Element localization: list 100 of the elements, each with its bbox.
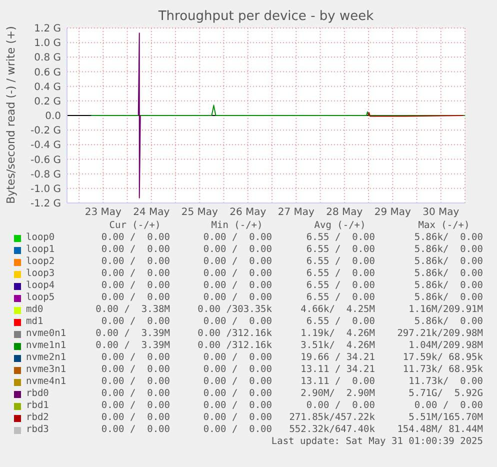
text: 11.73k/ 68.95k bbox=[402, 364, 483, 375]
text: 0.00 / 0.00 bbox=[203, 244, 272, 255]
text: 0.00 / 0.00 bbox=[203, 388, 272, 399]
text: 5.86k/ 0.00 bbox=[414, 244, 483, 255]
x-tick-label: 25 May bbox=[181, 207, 218, 218]
legend-label: nvme1n1 bbox=[26, 340, 66, 351]
y-tick-label: 0.8 G bbox=[34, 52, 61, 64]
text: 0.00 / 0.00 bbox=[203, 412, 272, 423]
text: 271.85k/457.22k bbox=[289, 412, 375, 423]
text: 11.73k/ 0.00 bbox=[408, 376, 483, 387]
text: 13.11 / 0.00 bbox=[300, 376, 375, 387]
text: Cur (-/+) bbox=[108, 220, 162, 231]
y-tick-label: -0.4 G bbox=[30, 140, 61, 152]
text: 0.00 / 0.00 bbox=[203, 280, 272, 291]
text: Min (-/+) bbox=[210, 220, 264, 231]
legend-label: loop5 bbox=[26, 292, 55, 303]
x-tick-label: 26 May bbox=[230, 207, 266, 218]
text: 0.00 / 0.00 bbox=[203, 400, 272, 411]
text: 0.00 /312.16k bbox=[198, 328, 272, 339]
y-tick-label: -0.2 G bbox=[30, 126, 61, 137]
text: 3.51k/ 4.26M bbox=[300, 340, 375, 351]
text: 0.00 / 0.00 bbox=[203, 256, 272, 267]
text: 154.48M/ 81.44M bbox=[397, 424, 483, 435]
y-tick-label: 1.0 G bbox=[34, 38, 61, 50]
text: 0.00 / 0.00 bbox=[203, 352, 272, 363]
text: 19.66 / 34.21 bbox=[300, 352, 375, 363]
text: 17.59k/ 68.95k bbox=[402, 352, 483, 363]
text: 0.00 / 0.00 bbox=[101, 352, 170, 363]
text: 1.16M/209.91M bbox=[408, 304, 483, 315]
legend-label: md1 bbox=[26, 316, 44, 327]
text: 0.00 /303.35k bbox=[198, 304, 272, 315]
text: 297.21k/209.98M bbox=[397, 328, 483, 339]
text: 0.00 / 0.00 bbox=[101, 244, 170, 255]
text: 5.86k/ 0.00 bbox=[414, 268, 483, 279]
text: 0.00 / 0.00 bbox=[101, 424, 170, 435]
y-tick-label: -0.8 G bbox=[30, 169, 61, 180]
text: 13.11 / 34.21 bbox=[300, 364, 375, 375]
legend-label: loop2 bbox=[26, 256, 55, 267]
text: 6.55 / 0.00 bbox=[306, 316, 375, 327]
text: 4.66k/ 4.25M bbox=[300, 304, 375, 315]
y-tick-label: -1.0 G bbox=[30, 184, 61, 195]
text: 0.00 / 3.39M bbox=[96, 328, 170, 339]
legend-label: rbd0 bbox=[26, 388, 49, 399]
legend-label: rbd1 bbox=[26, 400, 49, 411]
y-tick-label: -0.6 G bbox=[30, 154, 61, 166]
text: 0.00 / 0.00 bbox=[101, 412, 170, 423]
text: 5.51M/165.70M bbox=[408, 412, 483, 423]
text: 5.86k/ 0.00 bbox=[414, 256, 483, 267]
legend-label: loop1 bbox=[26, 244, 55, 255]
text: 0.00 / 0.00 bbox=[203, 376, 272, 387]
text: 6.55 / 0.00 bbox=[306, 232, 375, 243]
y-tick-label: 0.6 G bbox=[34, 67, 61, 78]
text: 5.86k/ 0.00 bbox=[414, 316, 483, 327]
text: 0.00 / 0.00 bbox=[101, 388, 170, 399]
text: 0.00 / 0.00 bbox=[203, 292, 272, 303]
chart-title: Throughput per device - by week bbox=[157, 9, 375, 24]
text: 0.00 / 0.00 bbox=[101, 232, 170, 243]
text: 5.71G/ 5.92G bbox=[408, 388, 483, 399]
text: 0.00 / 0.00 bbox=[203, 268, 272, 279]
y-tick-label: 1.2 G bbox=[34, 24, 61, 35]
x-tick-label: 24 May bbox=[133, 207, 170, 218]
text: 0.00 / 0.00 bbox=[101, 256, 170, 267]
text: 0.00 / 0.00 bbox=[101, 280, 170, 291]
y-tick-label: 0.0 bbox=[45, 111, 61, 122]
text: 552.32k/647.40k bbox=[289, 424, 375, 435]
legend-label: rbd3 bbox=[26, 424, 49, 435]
y-tick-label: -1.2 G bbox=[30, 198, 61, 210]
legend-label: nvme2n1 bbox=[26, 352, 66, 363]
text: 0.00 / 0.00 bbox=[306, 400, 375, 411]
text: Max (-/+) bbox=[417, 220, 471, 231]
y-tick-label: 0.2 G bbox=[34, 96, 61, 108]
legend-label: nvme0n1 bbox=[26, 328, 66, 339]
x-tick-label: 27 May bbox=[278, 207, 315, 218]
text: 6.55 / 0.00 bbox=[306, 280, 375, 291]
text: 0.00 / 0.00 bbox=[101, 316, 170, 327]
x-tick-label: 28 May bbox=[326, 207, 363, 218]
text: 5.86k/ 0.00 bbox=[414, 292, 483, 303]
text: Last update: Sat May 31 01:00:39 2025 bbox=[271, 436, 483, 447]
legend-label: loop4 bbox=[26, 280, 55, 291]
text: 6.55 / 0.00 bbox=[306, 292, 375, 303]
text: 0.00 / 0.00 bbox=[203, 316, 272, 327]
text: 2.90M/ 2.90M bbox=[300, 388, 375, 399]
text: 0.00 / 3.38M bbox=[96, 304, 170, 315]
legend-label: rbd2 bbox=[26, 412, 49, 423]
text: 0.00 / 0.00 bbox=[101, 292, 170, 303]
text: 0.00 / 0.00 bbox=[101, 400, 170, 411]
text: 0.00 / 0.00 bbox=[414, 400, 483, 411]
text: 6.55 / 0.00 bbox=[306, 268, 375, 279]
text: 5.86k/ 0.00 bbox=[414, 280, 483, 291]
legend-label: nvme4n1 bbox=[26, 376, 66, 387]
text: 0.00 / 0.00 bbox=[101, 376, 170, 387]
text: 1.19k/ 4.26M bbox=[300, 328, 375, 339]
x-tick-label: 30 May bbox=[422, 207, 460, 218]
text: 0.00 / 0.00 bbox=[203, 364, 272, 375]
text: 0.00 / 3.39M bbox=[96, 340, 170, 351]
text: 5.86k/ 0.00 bbox=[414, 232, 483, 243]
y-axis-title: Bytes/second read (-) / write (+) bbox=[4, 26, 18, 204]
y-tick-label: 0.4 G bbox=[34, 82, 61, 93]
x-tick-label: 23 May bbox=[84, 207, 122, 218]
text: 0.00 / 0.00 bbox=[203, 424, 272, 435]
